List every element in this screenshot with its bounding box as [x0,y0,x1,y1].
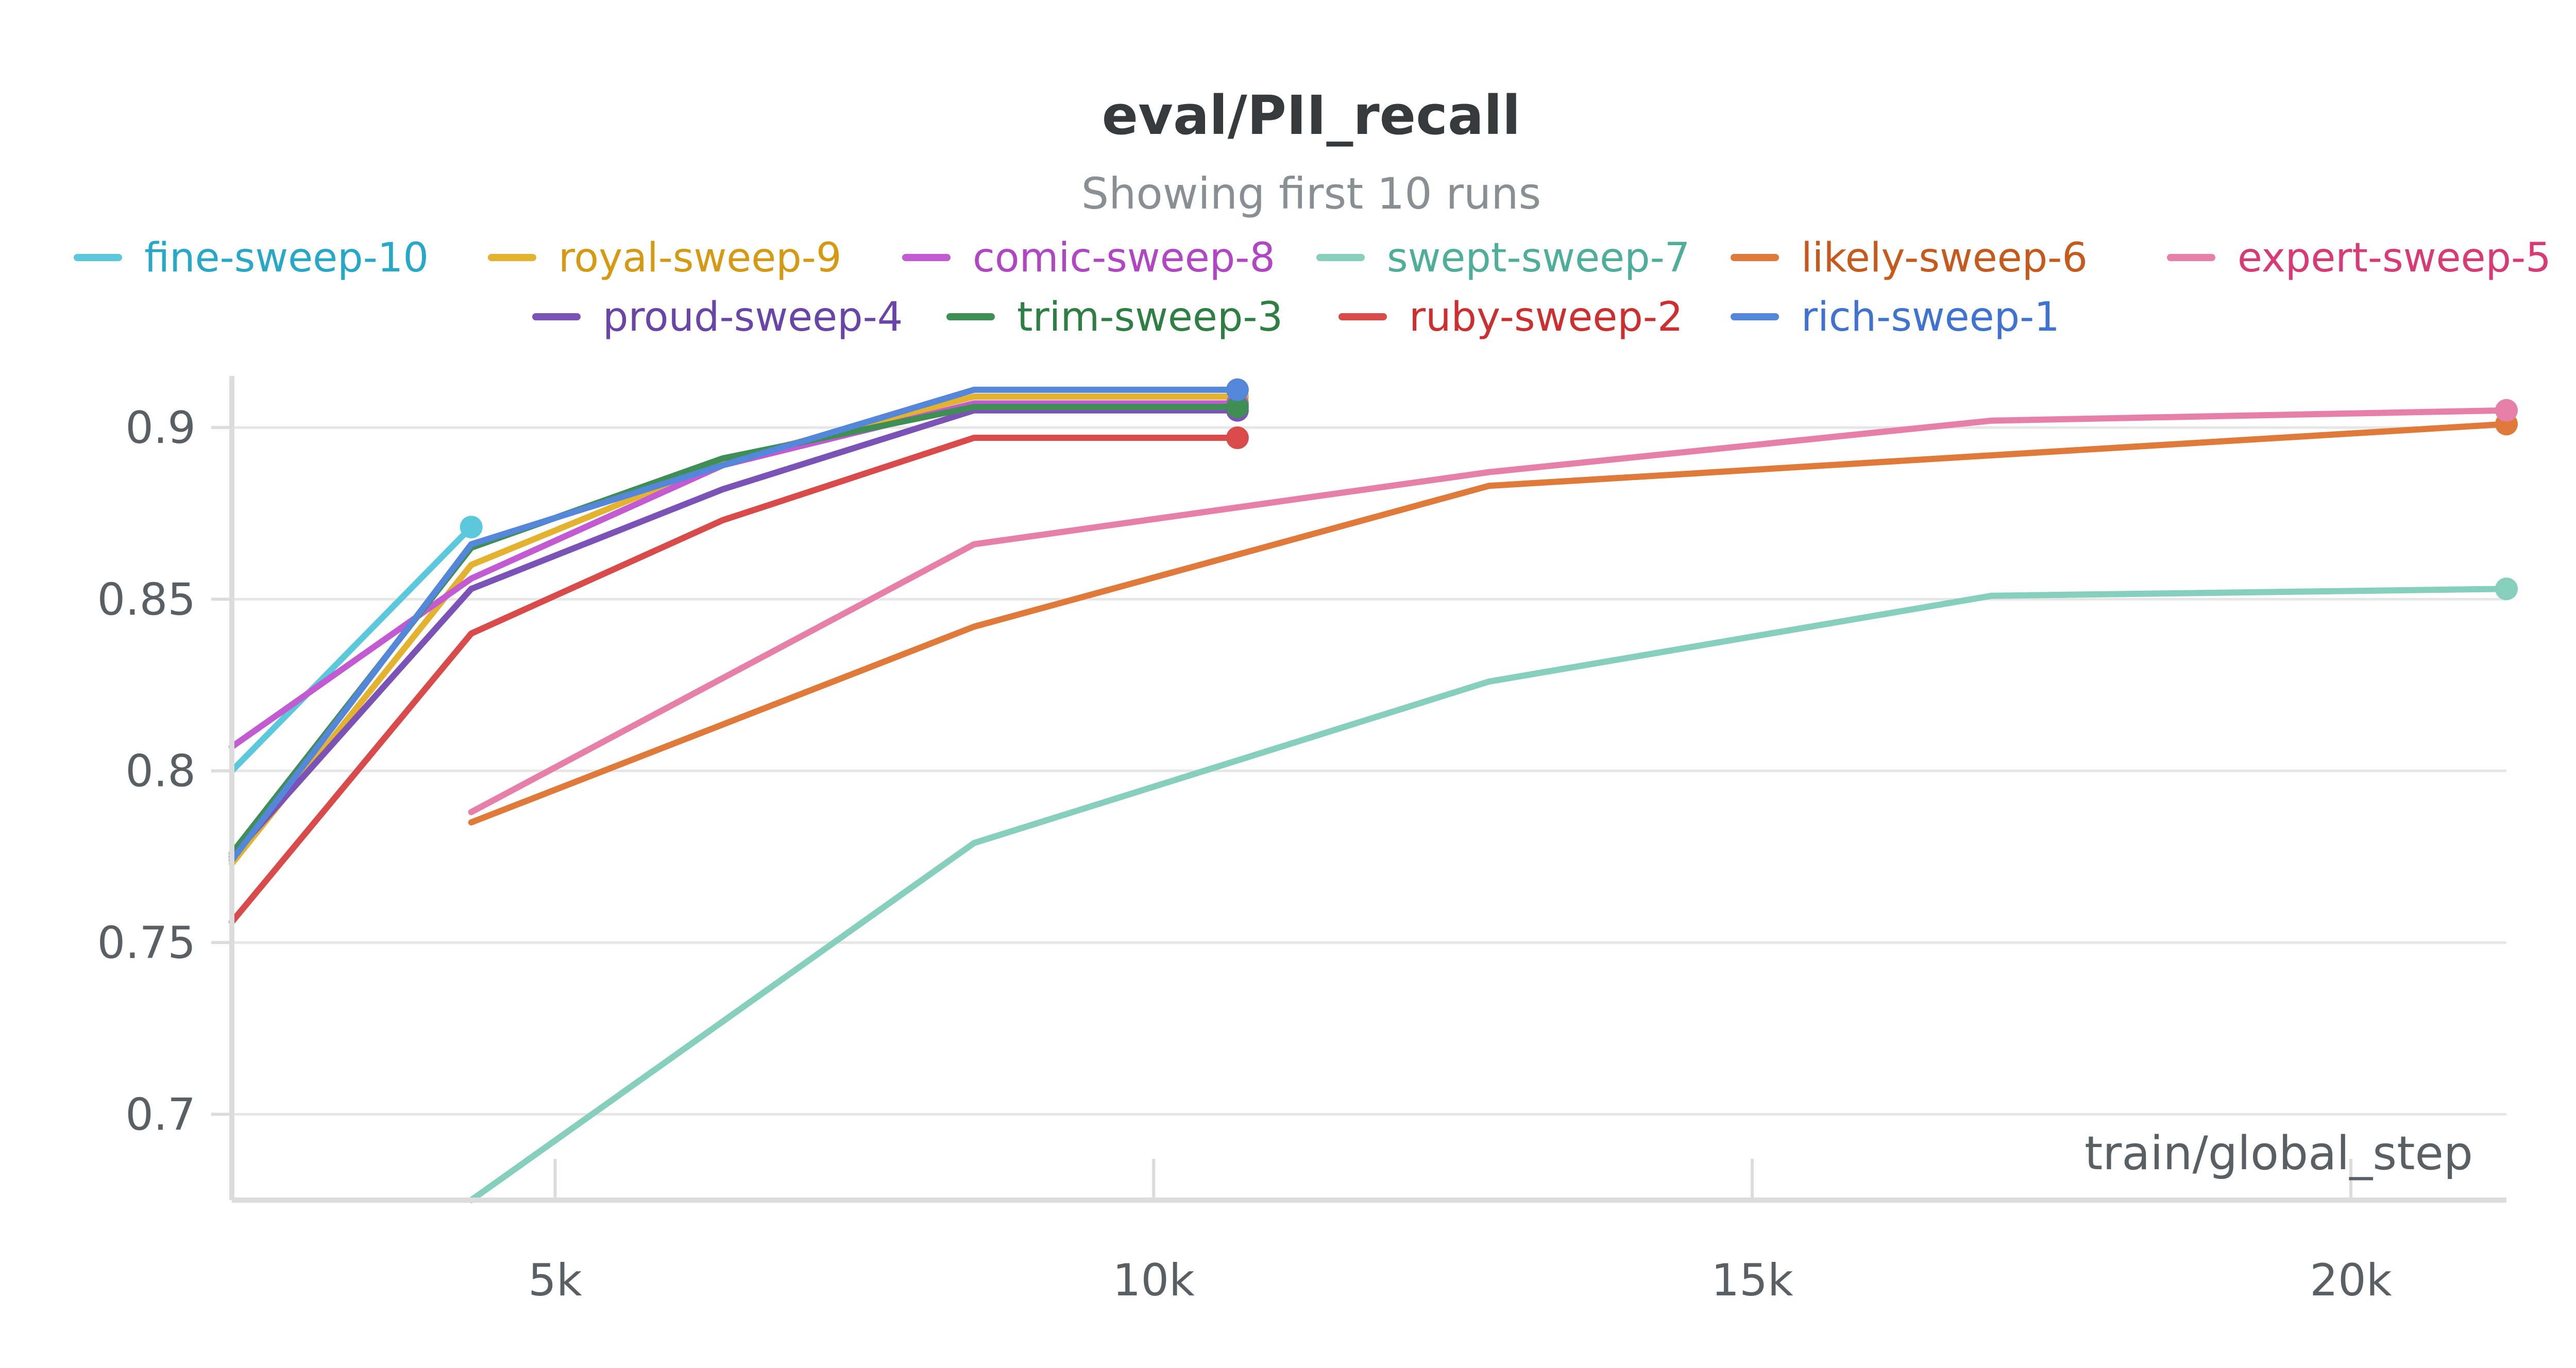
legend-label: swept-sweep-7 [1387,235,1690,281]
series-comic-sweep-8 [229,392,1249,750]
legend-item[interactable]: fine-sweep-10 [74,235,429,281]
series-line [229,404,1241,857]
series-rich-sweep-1 [229,378,1249,863]
series-end-point [2495,577,2518,601]
series-end-point [460,516,483,539]
legend-item[interactable]: likely-sweep-6 [1731,235,2088,281]
y-tick-label: 0.75 [97,917,196,969]
series-line [468,421,2510,826]
x-tick-label: 20k [2310,1255,2392,1306]
legend-label: rich-sweep-1 [1801,294,2060,340]
legend-label: royal-sweep-9 [558,235,842,281]
series-proud-sweep-4 [229,399,1249,860]
series-line [229,524,474,774]
grid [232,426,2506,1116]
legend-label: expert-sweep-5 [2238,235,2551,281]
legend-item[interactable]: comic-sweep-8 [902,235,1275,281]
legend-label: comic-sweep-8 [973,235,1275,281]
y-tick-label: 0.7 [125,1089,196,1140]
series-end-point [1226,426,1249,449]
x-axis-title: train/global_step [2084,1126,2473,1181]
series-line [468,586,2510,1203]
legend-item[interactable]: expert-sweep-5 [2167,235,2551,281]
chart-subtitle: Showing first 10 runs [1081,168,1541,219]
series-ruby-sweep-2 [229,426,1249,925]
series-line [468,407,2510,815]
legend-item[interactable]: swept-sweep-7 [1316,235,1690,281]
y-tick-label: 0.85 [97,574,196,625]
series-swept-sweep-7 [468,577,2518,1203]
legend-label: likely-sweep-6 [1801,235,2088,281]
x-tick-label: 10k [1113,1255,1195,1306]
series-end-point [2495,399,2518,422]
axes: 0.7 0.75 0.8 0.85 0.9 5k 10k 15k 20k [97,376,2506,1306]
series-line [229,435,1241,925]
chart-title: eval/PII_recall [1102,84,1521,147]
series-fine-sweep-10 [229,516,483,774]
series-end-point [1226,378,1249,401]
series-trim-sweep-3 [229,396,1249,857]
series-end-point [1226,396,1249,418]
legend: fine-sweep-10 royal-sweep-9 comic-sweep-8 s… [74,235,2551,340]
x-tick-label: 15k [1711,1255,1793,1306]
legend-item[interactable]: trim-sweep-3 [946,294,1283,340]
y-tick-label: 0.9 [125,402,196,454]
legend-label: fine-sweep-10 [144,235,429,281]
legend-label: ruby-sweep-2 [1409,294,1683,340]
legend-item[interactable]: proud-sweep-4 [532,294,903,340]
x-tick-label: 5k [528,1255,582,1306]
series-line [229,407,1241,860]
y-tick-label: 0.8 [125,746,196,797]
legend-item[interactable]: ruby-sweep-2 [1338,294,1683,340]
legend-item[interactable]: rich-sweep-1 [1731,294,2060,340]
legend-label: trim-sweep-3 [1017,294,1283,340]
series-expert-sweep-5 [468,399,2518,815]
legend-label: proud-sweep-4 [603,294,903,340]
series-line [229,394,1241,867]
series-layer [229,378,2518,1203]
legend-item[interactable]: royal-sweep-9 [488,235,842,281]
series-line [229,386,1241,863]
